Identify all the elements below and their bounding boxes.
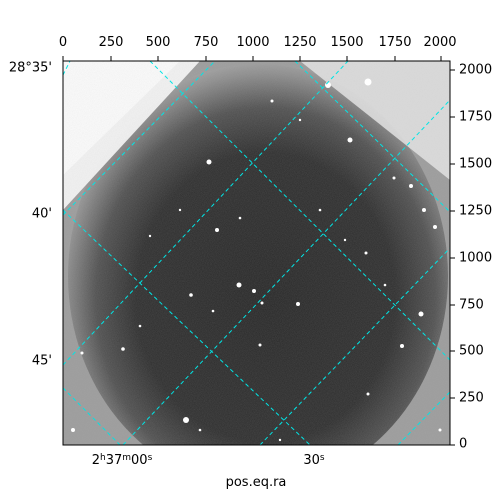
sky-image <box>63 61 450 445</box>
top-tick-label: 500 <box>145 35 171 50</box>
bottom-tick-label-ra: 30s <box>303 453 325 468</box>
coordinate-grid <box>63 61 450 445</box>
bottom-tick-label-ra: 2h37m00s <box>91 453 153 468</box>
x-axis-label: pos.eq.ra <box>225 475 287 490</box>
top-tick-label: 1500 <box>330 35 364 50</box>
top-tick-label: 1750 <box>378 35 412 50</box>
right-tick-label: 2000 <box>459 62 493 78</box>
right-tick-label: 750 <box>459 297 484 313</box>
right-tick-label: 1750 <box>459 109 493 125</box>
right-tick-label: 250 <box>459 390 484 406</box>
right-tick-label: 1250 <box>459 203 493 219</box>
left-tick-label-dec: 40' <box>31 206 52 222</box>
top-tick-label: 2000 <box>423 35 457 50</box>
right-tick-label: 1000 <box>459 250 493 266</box>
top-tick-label: 1000 <box>236 35 270 50</box>
left-tick-label-dec: 45' <box>31 353 52 369</box>
right-tick-label: 1500 <box>459 156 493 172</box>
right-tick-label: 500 <box>459 343 484 359</box>
axis-ticks <box>62 56 455 446</box>
top-tick-label: 0 <box>58 35 68 50</box>
top-tick-label: 1250 <box>283 35 317 50</box>
left-tick-label-dec: 28°35' <box>8 60 52 76</box>
star-field <box>71 78 442 442</box>
top-tick-label: 250 <box>98 35 124 50</box>
right-tick-label: 0 <box>459 436 468 452</box>
plot-frame <box>62 60 451 446</box>
top-tick-label: 750 <box>193 35 219 50</box>
